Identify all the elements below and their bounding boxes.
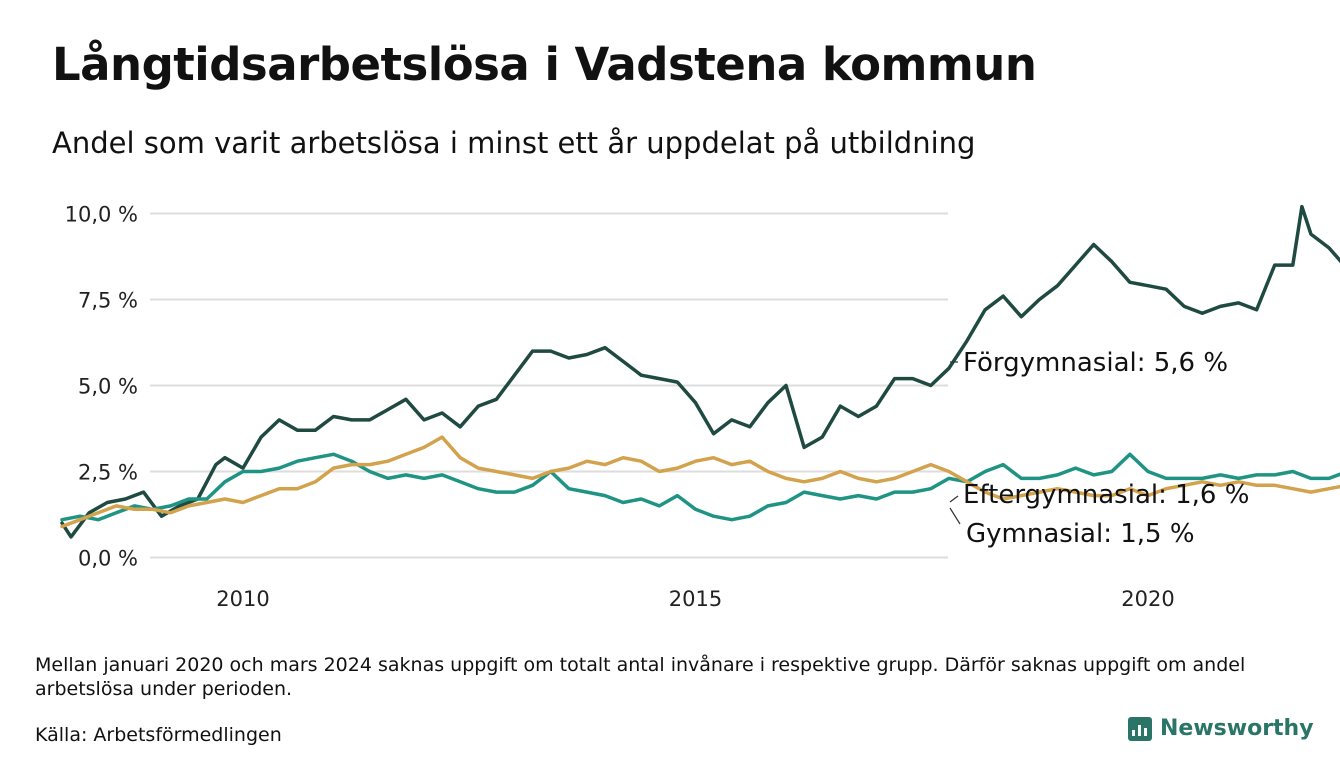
- x-tick-label: 2020: [1121, 587, 1174, 611]
- y-tick-label: 0,0 %: [78, 547, 138, 571]
- series-lines: [60, 204, 1340, 539]
- y-tick-label: 10,0 %: [65, 203, 138, 227]
- chart-subtitle: Andel som varit arbetslösa i minst ett å…: [52, 126, 976, 160]
- series-end-labels: Förgymnasial: 5,6 % Gymnasial: 1,5 % Efter…: [949, 348, 1249, 549]
- line-chart: 0,0 %2,5 %5,0 %7,5 %10,0 % 201020152020j…: [60, 203, 1340, 611]
- bar-chart-icon: [1128, 716, 1152, 741]
- x-axis-ticks: 201020152020jul 2025: [216, 587, 1174, 611]
- x-tick-label: 2015: [669, 587, 722, 611]
- source-text: Källa: Arbetsförmedlingen: [35, 724, 282, 746]
- chart-title: Långtidsarbetslösa i Vadstena kommun: [52, 38, 1037, 91]
- gridlines: [150, 212, 948, 559]
- y-tick-label: 5,0 %: [78, 375, 138, 399]
- brand-logo: Newsworthy: [1128, 716, 1314, 741]
- footnote: Mellan januari 2020 och mars 2024 saknas…: [35, 654, 1246, 700]
- y-axis-ticks: 0,0 % 2,5 % 5,0 % 7,5 % 10,0 %: [65, 203, 138, 571]
- series-line-gymnasial-1: [60, 452, 1340, 522]
- series-end-label: Förgymnasial: 5,6 %: [963, 348, 1228, 378]
- series-line-eftergymnasial-1: [60, 435, 1340, 529]
- y-tick-label: 2,5 %: [78, 461, 138, 485]
- brand-name: Newsworthy: [1160, 716, 1314, 741]
- y-tick-label: 7,5 %: [78, 289, 138, 313]
- series-end-label: Eftergymnasial: 1,6 %: [963, 480, 1249, 510]
- series-end-label: Gymnasial: 1,5 %: [966, 519, 1195, 549]
- label-leader-line: [949, 507, 961, 525]
- series-line-förgymnasial-1: [60, 204, 1340, 539]
- x-tick-label: 2010: [216, 587, 269, 611]
- label-leader-line: [949, 495, 959, 503]
